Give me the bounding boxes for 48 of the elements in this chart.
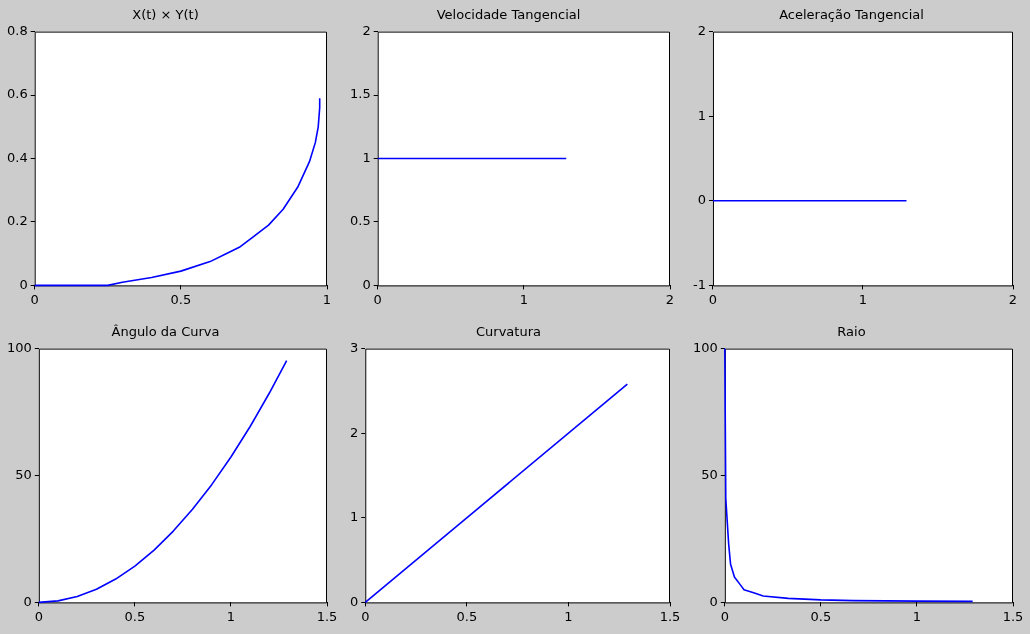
- y-tick-label: 0: [19, 276, 28, 292]
- chart-title: X(t) × Y(t): [132, 7, 199, 23]
- y-tick-label: 0: [23, 593, 32, 609]
- y-tick-label: 0.5: [349, 213, 371, 229]
- y-tick-label: 0.2: [6, 213, 28, 229]
- x-tick-label: 0: [373, 291, 382, 307]
- x-tick-label: 2: [1008, 291, 1018, 307]
- y-tick-label: 3: [349, 339, 359, 355]
- chart-title: Raio: [837, 324, 866, 340]
- x-tick-label: 0.5: [170, 291, 192, 307]
- x-tick-label: 1: [226, 608, 236, 624]
- y-tick-label: 0: [709, 593, 718, 609]
- chart-title: Ângulo da Curva: [111, 324, 220, 340]
- x-tick-label: 2: [665, 291, 675, 307]
- x-tick-label: 1: [564, 608, 573, 624]
- y-tick-label: 100: [692, 339, 718, 355]
- y-tick-label: -1: [692, 276, 706, 292]
- y-tick-label: 50: [15, 466, 32, 482]
- x-tick-label: 1: [858, 291, 868, 307]
- y-tick-label: 0: [362, 276, 371, 292]
- y-tick-label: 100: [6, 339, 32, 355]
- y-tick-label: 2: [349, 424, 359, 440]
- y-tick-label: 0.6: [6, 86, 28, 102]
- x-tick-label: 1.5: [659, 608, 681, 624]
- y-tick-label: 0.4: [6, 149, 28, 165]
- x-tick-label: 1: [519, 291, 528, 307]
- y-tick-label: 50: [701, 466, 718, 482]
- chart-title: Curvatura: [476, 324, 541, 340]
- x-tick-label: 0: [720, 608, 729, 624]
- y-tick-label: 0: [697, 192, 706, 208]
- y-tick-label: 2: [362, 22, 371, 38]
- y-tick-label: 1: [362, 149, 371, 165]
- chart-title: Velocidade Tangencial: [436, 7, 581, 23]
- y-tick-label: 1.5: [349, 86, 371, 102]
- x-tick-label: 0: [34, 608, 43, 624]
- x-tick-label: 1: [912, 608, 922, 624]
- chart-title: Aceleração Tangencial: [779, 7, 924, 23]
- y-tick-label: 1: [697, 107, 706, 123]
- x-tick-label: 0.5: [456, 608, 478, 624]
- x-tick-label: 0.5: [810, 608, 832, 624]
- x-tick-label: 1.5: [316, 608, 338, 624]
- y-tick-label: 0: [349, 593, 359, 609]
- y-tick-label: 0.8: [6, 22, 28, 38]
- x-tick-label: 0.5: [124, 608, 146, 624]
- y-tick-label: 2: [697, 22, 706, 38]
- y-tick-label: 1: [349, 509, 359, 525]
- x-tick-label: 1: [322, 291, 332, 307]
- x-tick-label: 1.5: [1002, 608, 1024, 624]
